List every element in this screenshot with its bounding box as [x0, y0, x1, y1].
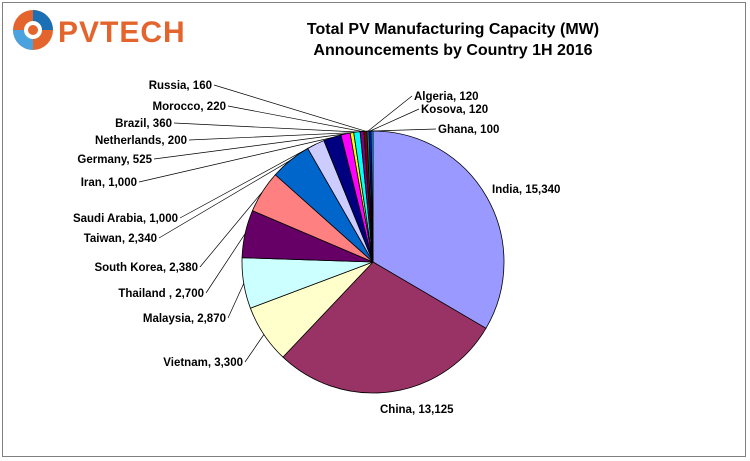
leader-line-kosova [369, 108, 420, 132]
leader-line-south-korea [199, 191, 263, 268]
slice-label-kosova: Kosova, 120 [421, 104, 488, 116]
slice-label-china: China, 13,125 [380, 404, 454, 416]
leader-line-malaysia [227, 283, 245, 319]
leader-line-algeria [367, 95, 413, 132]
leader-line-russia [213, 84, 366, 132]
slice-label-taiwan: Taiwan, 2,340 [84, 233, 157, 245]
leader-line-vietnam [244, 334, 265, 363]
pie-slice-china [282, 261, 487, 394]
slice-label-malaysia: Malaysia, 2,870 [143, 313, 226, 325]
slice-label-india: India, 15,340 [492, 184, 560, 196]
slice-label-vietnam: Vietnam, 3,300 [163, 357, 243, 369]
leader-line-iran [138, 137, 333, 183]
slice-label-algeria: Algeria, 120 [414, 91, 479, 103]
slice-label-ghana: Ghana, 100 [438, 124, 499, 136]
pie-slice-india [372, 130, 505, 329]
slice-label-brazil: Brazil, 360 [115, 118, 172, 130]
leader-line-netherlands [188, 132, 352, 141]
leader-line-morocco [227, 105, 363, 132]
slice-label-south-korea: South Korea, 2,380 [94, 262, 198, 274]
leader-line-germany [153, 133, 346, 160]
slice-label-germany: Germany, 525 [77, 154, 152, 166]
leader-line-brazil [173, 122, 357, 133]
leader-lines [138, 84, 437, 363]
slice-label-morocco: Morocco, 220 [153, 101, 227, 113]
leader-line-thailand [205, 233, 246, 294]
slice-label-russia: Russia, 160 [149, 80, 212, 92]
logo-text: PVTECH [58, 16, 186, 49]
slice-label-iran: Iran, 1,000 [81, 177, 137, 189]
leader-line-taiwan [158, 159, 291, 239]
chart-title: Total PV Manufacturing Capacity (MW) [307, 21, 599, 38]
pvtech-logo: PVTECH [13, 10, 186, 50]
slice-label-netherlands: Netherlands, 200 [95, 135, 187, 147]
logo-emblem-icon [13, 10, 53, 50]
slice-labels: India, 15,340 China, 13,125 Vietnam, 3,300… [73, 80, 560, 416]
chart-subtitle: Announcements by Country 1H 2016 [313, 42, 592, 59]
pie-slices [241, 130, 505, 394]
slice-label-thailand: Thailand , 2,700 [118, 288, 204, 300]
leader-line-saudi-arabia [179, 143, 316, 219]
slice-label-saudi-arabia: Saudi Arabia, 1,000 [73, 213, 178, 225]
leader-line-ghana [372, 128, 437, 132]
